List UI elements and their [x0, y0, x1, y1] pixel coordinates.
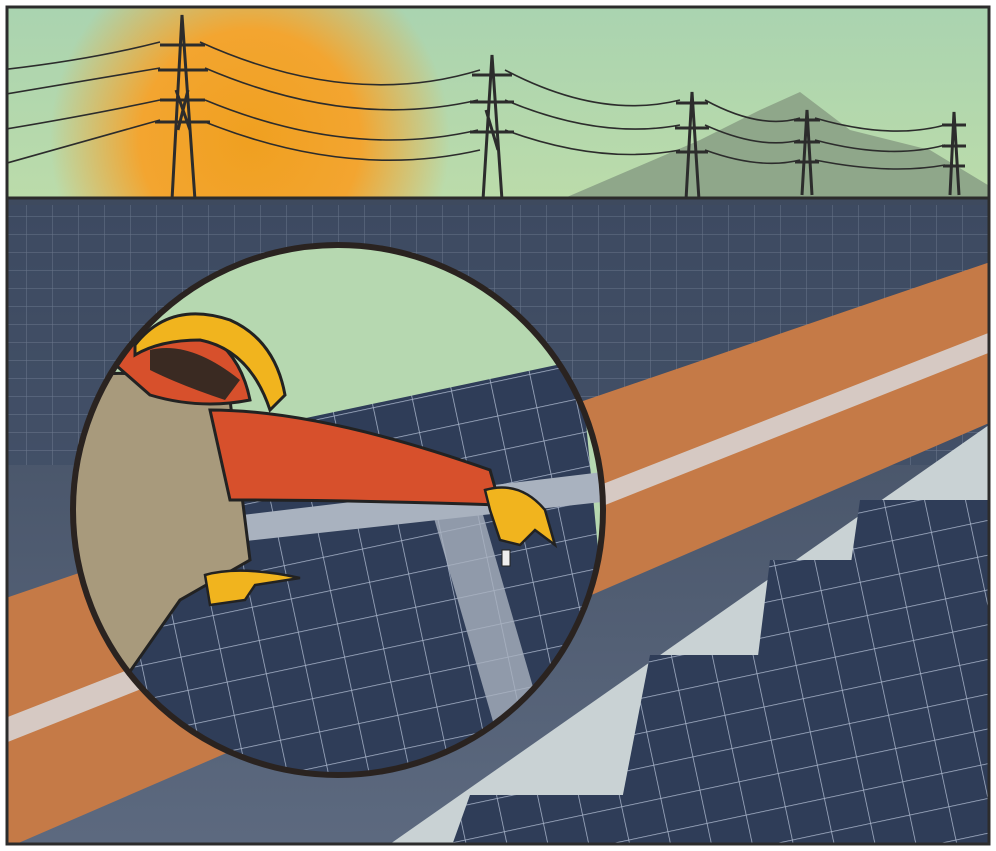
- frame: [5, 5, 991, 846]
- inset-ring: [70, 242, 606, 778]
- pylons: [155, 14, 966, 201]
- panels-right: [452, 500, 988, 843]
- mountain: [560, 92, 988, 205]
- wires: [8, 41, 946, 170]
- inset: [73, 245, 603, 775]
